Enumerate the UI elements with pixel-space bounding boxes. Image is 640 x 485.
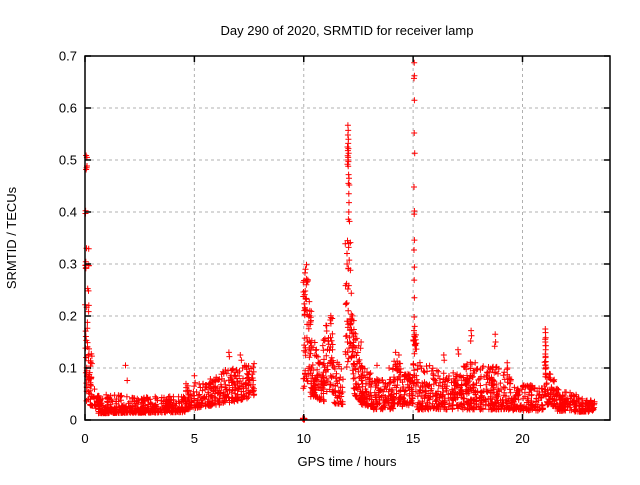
tick-labels: 0 5 10 15 20 0 0.1 0.2 0.3 0.4 0.5 0.6 0.7 (59, 49, 530, 447)
x-tick-label: 5 (191, 431, 198, 446)
data-points (82, 59, 598, 423)
x-axis-label: GPS time / hours (298, 454, 397, 469)
y-tick-label: 0.6 (59, 101, 77, 116)
y-tick-label: 0 (70, 413, 77, 428)
x-tick-label: 15 (406, 431, 420, 446)
gridlines (85, 56, 610, 420)
x-tick-label: 20 (515, 431, 529, 446)
axes (84, 55, 611, 421)
x-tick-label: 10 (297, 431, 311, 446)
y-axis-label: SRMTID / TECUs (4, 186, 19, 289)
y-tick-label: 0.2 (59, 309, 77, 324)
y-tick-label: 0.4 (59, 205, 77, 220)
chart-title: Day 290 of 2020, SRMTID for receiver lam… (221, 23, 474, 38)
y-tick-label: 0.3 (59, 257, 77, 272)
y-tick-label: 0.7 (59, 49, 77, 64)
x-tick-label: 0 (81, 431, 88, 446)
y-tick-label: 0.1 (59, 361, 77, 376)
y-tick-label: 0.5 (59, 153, 77, 168)
